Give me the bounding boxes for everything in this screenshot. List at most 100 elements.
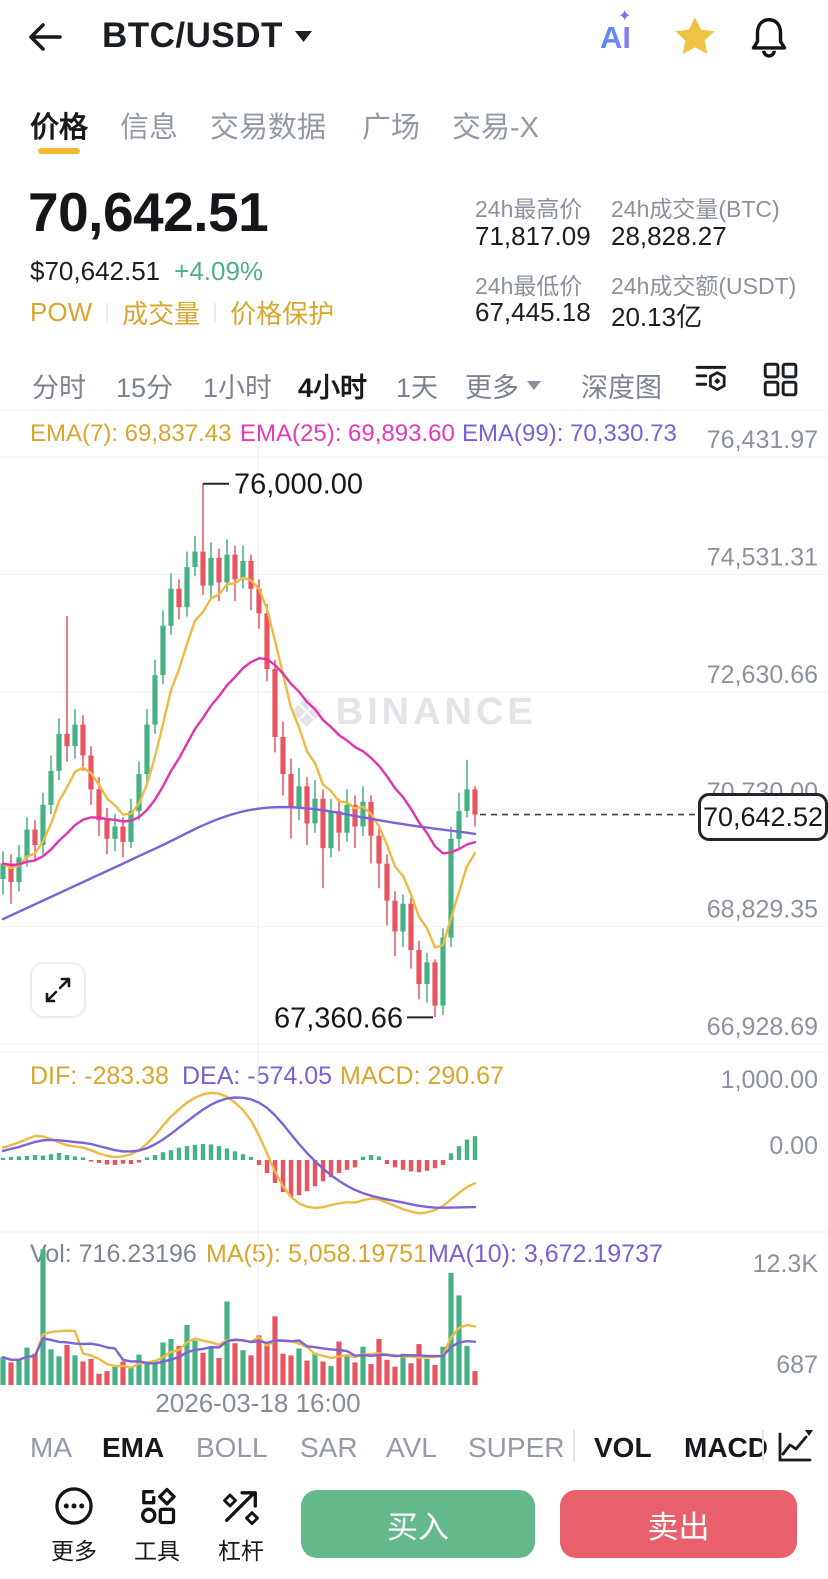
svg-text:67,360.66: 67,360.66 [274, 1002, 403, 1034]
timeframe-1h[interactable]: 1小时 [203, 373, 273, 403]
layout-grid-button[interactable] [761, 360, 799, 403]
stat-high-value: 71,817.09 [475, 221, 591, 251]
indicator-avl[interactable]: AVL [386, 1432, 437, 1463]
svg-text:66,928.69: 66,928.69 [707, 1013, 818, 1041]
indicator-vol[interactable]: VOL [594, 1432, 652, 1463]
fullscreen-chart-button[interactable] [30, 962, 86, 1018]
vol-ma10-value-label[interactable]: MA(10): 3,672.19737 [428, 1240, 663, 1268]
token-tags-row[interactable]: POW 成交量 价格保护 [30, 294, 334, 331]
chevron-down-icon [294, 30, 312, 42]
star-icon [675, 17, 715, 55]
buy-button[interactable]: 买入 [301, 1490, 535, 1558]
svg-text:2026-03-18 16:00: 2026-03-18 16:00 [155, 1388, 360, 1418]
active-tab-underline [38, 148, 80, 154]
stat-volume-btc-label: 24h成交量(BTC) [611, 196, 780, 222]
tab-trade-data[interactable]: 交易数据 [210, 112, 327, 144]
depth-chart-button[interactable]: 深度图 [581, 373, 662, 403]
leverage-icon [223, 1491, 259, 1526]
chevron-down-icon [527, 381, 541, 390]
arrow-left-icon [29, 23, 62, 51]
back-button[interactable] [22, 14, 68, 65]
svg-text:74,531.31: 74,531.31 [707, 543, 818, 571]
notifications-button[interactable] [746, 14, 792, 65]
timeframe-15m[interactable]: 15分 [116, 373, 174, 403]
indicator-settings-icon [695, 365, 727, 392]
watermark-text: BINANCE [335, 691, 537, 733]
kline-chart[interactable]: 76,431.9774,531.3172,630.6670,730.0068,8… [0, 410, 828, 1420]
indicator-boll[interactable]: BOLL [196, 1432, 268, 1463]
more-label: 更多 [51, 1538, 97, 1564]
tools-button[interactable]: 工具 [117, 1484, 197, 1566]
indicator-settings-button[interactable] [693, 360, 731, 403]
indicator-super[interactable]: SUPER [468, 1432, 565, 1463]
bell-icon [751, 18, 787, 58]
tools-icon [141, 1487, 176, 1525]
svg-text:1,000.00: 1,000.00 [721, 1066, 818, 1094]
ema25-value-label[interactable]: EMA(25): 69,893.60 [240, 420, 455, 447]
line-chart-icon [778, 1430, 813, 1462]
tab-info[interactable]: 信息 [120, 112, 179, 144]
tab-trade-x[interactable]: 交易-X [452, 112, 540, 144]
tag-pow[interactable]: POW [30, 297, 93, 327]
ai-icon: AI [600, 20, 631, 55]
macd-value-label[interactable]: MACD: 290.67 [340, 1062, 504, 1090]
indicator-ema[interactable]: EMA [102, 1432, 165, 1463]
svg-text:76,000.00: 76,000.00 [234, 469, 363, 501]
chart-style-button[interactable] [774, 1426, 814, 1471]
indicator-macd[interactable]: MACD [684, 1432, 768, 1463]
svg-text:12.3K: 12.3K [753, 1250, 819, 1278]
divider [214, 302, 217, 323]
timeframe-4h[interactable]: 4小时 [298, 373, 368, 403]
stat-turnover-value: 20.13亿 [611, 302, 703, 332]
svg-text:72,630.66: 72,630.66 [707, 661, 818, 689]
divider [762, 1430, 764, 1462]
divider [573, 1430, 575, 1462]
svg-text:68,829.35: 68,829.35 [707, 896, 818, 924]
indicator-sar[interactable]: SAR [300, 1432, 358, 1463]
timeframe-minute[interactable]: 分时 [32, 373, 86, 403]
stat-turnover-label: 24h成交额(USDT) [611, 273, 797, 299]
sell-button[interactable]: 卖出 [560, 1490, 797, 1558]
ema99-value-label[interactable]: EMA(99): 70,330.73 [462, 420, 677, 447]
stat-volume-btc-value: 28,828.27 [611, 221, 727, 251]
ellipsis-circle-icon [55, 1487, 93, 1525]
tag-volume[interactable]: 成交量 [122, 299, 201, 329]
price-change: +4.09% [174, 256, 264, 286]
svg-text:687: 687 [776, 1351, 818, 1379]
stat-low-label: 24h最低价 [475, 273, 583, 299]
more-label: 更多 [465, 373, 519, 403]
timeframe-more-dropdown[interactable]: 更多 [465, 366, 541, 405]
divider [106, 302, 109, 323]
dif-value-label[interactable]: DIF: -283.38 [30, 1062, 169, 1090]
sparkle-icon: ✦ [618, 8, 632, 25]
tab-square[interactable]: 广场 [362, 112, 421, 144]
ai-button[interactable]: AI ✦ [600, 8, 631, 56]
leverage-label: 杠杆 [218, 1538, 264, 1564]
indicator-ma[interactable]: MA [30, 1432, 72, 1463]
tag-price-protection[interactable]: 价格保护 [230, 299, 335, 329]
tools-label: 工具 [134, 1538, 180, 1564]
favorite-button[interactable] [672, 14, 718, 65]
divider [0, 410, 828, 411]
vol-ma5-value-label[interactable]: MA(5): 5,058.19751 [206, 1240, 427, 1268]
last-price: 70,642.51 [28, 181, 269, 243]
usd-price: $70,642.51 [30, 256, 161, 286]
svg-text:0.00: 0.00 [769, 1132, 818, 1160]
more-button[interactable]: 更多 [34, 1484, 114, 1566]
tab-price[interactable]: 价格 [30, 112, 89, 144]
last-price-tag[interactable]: 70,642.52 [698, 793, 828, 841]
page-title: BTC/USDT [102, 16, 283, 55]
ema7-value-label[interactable]: EMA(7): 69,837.43 [30, 420, 232, 447]
symbol-selector[interactable]: BTC/USDT [102, 16, 312, 56]
price-sub-row: $70,642.51 +4.09% [30, 256, 263, 287]
timeframe-1d[interactable]: 1天 [396, 373, 439, 403]
stat-high-label: 24h最高价 [475, 196, 583, 222]
grid-icon [763, 362, 798, 397]
stat-low-value: 67,445.18 [475, 297, 591, 327]
dea-value-label[interactable]: DEA: -574.05 [182, 1062, 333, 1090]
vol-value-label[interactable]: Vol: 716.23196 [30, 1240, 197, 1268]
expand-icon [45, 977, 71, 1003]
svg-text:76,431.97: 76,431.97 [707, 426, 818, 454]
leverage-button[interactable]: 杠杆 [201, 1484, 281, 1566]
